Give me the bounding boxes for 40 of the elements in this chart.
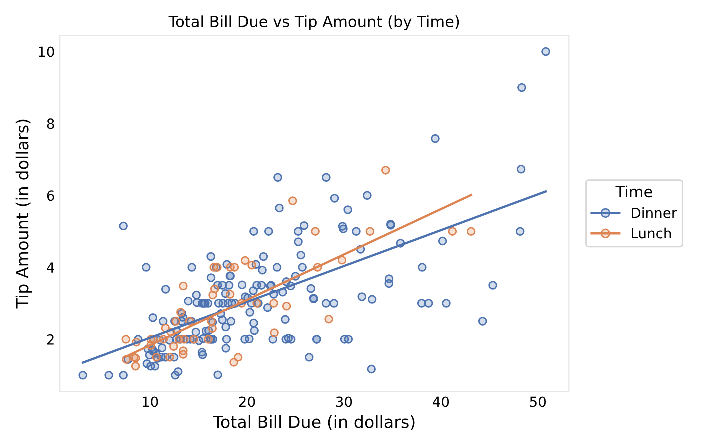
x-tick-label: 20 bbox=[239, 396, 256, 408]
point bbox=[324, 314, 334, 324]
point bbox=[226, 290, 235, 299]
point bbox=[169, 342, 178, 352]
chart-title: Total Bill Due vs Tip Amount (by Time) bbox=[168, 16, 460, 30]
point bbox=[270, 328, 279, 338]
point bbox=[131, 362, 140, 371]
point bbox=[230, 358, 238, 367]
y-tick-label: 2 bbox=[47, 334, 54, 345]
point bbox=[166, 353, 174, 362]
x-tick-label: 30 bbox=[336, 396, 352, 408]
legend-title: Time bbox=[616, 186, 652, 198]
point bbox=[248, 261, 256, 270]
point bbox=[382, 166, 390, 175]
point bbox=[241, 256, 250, 266]
point bbox=[338, 256, 347, 265]
point bbox=[282, 302, 292, 311]
point bbox=[208, 324, 217, 334]
point bbox=[466, 227, 476, 236]
y-axis-title: Tip Amount (in dollars) bbox=[16, 120, 32, 309]
x-axis-title: Total Bill Due (in dollars) bbox=[213, 415, 415, 430]
point bbox=[210, 284, 220, 294]
point bbox=[448, 227, 458, 236]
y-tick-label: 6 bbox=[47, 190, 54, 202]
legend-label: Lunch bbox=[632, 228, 672, 239]
y-tick-label: 10 bbox=[39, 46, 54, 58]
point bbox=[179, 282, 188, 291]
point bbox=[226, 263, 235, 272]
point bbox=[270, 299, 278, 308]
point bbox=[366, 227, 375, 236]
point bbox=[311, 227, 320, 236]
x-tick-label: 50 bbox=[530, 396, 546, 408]
point bbox=[288, 196, 298, 206]
point bbox=[122, 335, 130, 344]
y-tick-label: 8 bbox=[47, 118, 54, 130]
x-tick-label: 40 bbox=[432, 396, 450, 408]
x-tick-label: 10 bbox=[142, 396, 158, 408]
legend-label: Dinner bbox=[632, 208, 678, 218]
y-tick-label: 4 bbox=[47, 262, 54, 273]
point bbox=[179, 346, 188, 356]
